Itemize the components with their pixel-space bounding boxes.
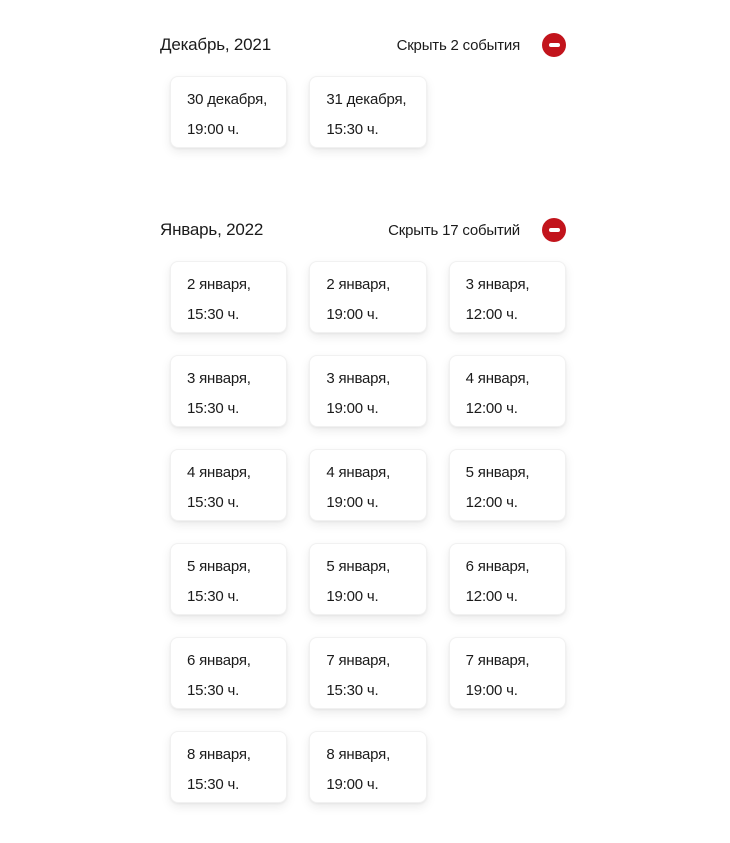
event-card[interactable]: 30 декабря, 19:00 ч. <box>170 76 288 148</box>
event-date: 6 января, <box>465 558 530 575</box>
event-date: 7 января, <box>326 652 391 669</box>
event-date: 8 января, <box>187 746 251 763</box>
event-date: 5 января, <box>326 558 391 575</box>
event-card[interactable]: 4 января, 12:00 ч. <box>448 355 566 427</box>
section-title: Декабрь, 2021 <box>160 35 271 54</box>
event-date: 3 января, <box>465 276 530 293</box>
event-time: 12:00 ч. <box>465 306 518 323</box>
event-time: 19:00 ч. <box>326 776 379 793</box>
event-card[interactable]: 2 января, 19:00 ч. <box>309 261 427 333</box>
hide-events-button[interactable] <box>542 218 566 242</box>
event-time: 15:30 ч. <box>326 682 379 699</box>
event-time: 15:30 ч. <box>187 588 240 605</box>
hide-events-label[interactable]: Скрыть 2 события <box>396 36 521 54</box>
section-header: Январь, 2022 Скрыть 17 событий <box>160 218 566 242</box>
event-card[interactable]: 3 января, 12:00 ч. <box>448 261 566 333</box>
event-card[interactable]: 3 января, 15:30 ч. <box>170 355 288 427</box>
event-date: 4 января, <box>326 464 391 481</box>
event-date: 4 января, <box>465 370 530 387</box>
event-card[interactable]: 4 января, 19:00 ч. <box>309 449 427 521</box>
event-card[interactable]: 6 января, 12:00 ч. <box>448 543 566 615</box>
event-date: 5 января, <box>465 464 530 481</box>
event-date: 8 января, <box>326 746 391 763</box>
event-time: 15:30 ч. <box>187 494 240 511</box>
section-header-actions: Скрыть 2 события <box>397 33 566 57</box>
event-date: 6 января, <box>187 652 251 669</box>
events-grid: 2 января, 15:30 ч. 2 января, 19:00 ч. 3 … <box>170 261 566 803</box>
event-card[interactable]: 5 января, 19:00 ч. <box>309 543 427 615</box>
event-time: 12:00 ч. <box>465 588 518 605</box>
month-section-december-2021: Декабрь, 2021 Скрыть 2 события 30 декабр… <box>160 33 566 148</box>
event-date: 3 января, <box>326 370 391 387</box>
event-time: 19:00 ч. <box>326 494 379 511</box>
events-page: Декабрь, 2021 Скрыть 2 события 30 декабр… <box>160 33 566 803</box>
event-card[interactable]: 7 января, 19:00 ч. <box>448 637 566 709</box>
event-card[interactable]: 5 января, 12:00 ч. <box>448 449 566 521</box>
event-date: 5 января, <box>187 558 251 575</box>
event-date: 4 января, <box>187 464 251 481</box>
minus-icon <box>548 43 560 47</box>
event-time: 19:00 ч. <box>326 400 379 417</box>
event-time: 15:30 ч. <box>187 400 240 417</box>
event-time: 19:00 ч. <box>187 121 240 138</box>
event-date: 7 января, <box>465 652 530 669</box>
event-time: 19:00 ч. <box>326 306 379 323</box>
hide-events-label[interactable]: Скрыть 17 событий <box>388 221 520 239</box>
event-time: 19:00 ч. <box>326 588 379 605</box>
event-time: 12:00 ч. <box>465 400 518 417</box>
event-date: 30 декабря, <box>187 91 268 108</box>
hide-events-button[interactable] <box>542 33 566 57</box>
event-date: 2 января, <box>187 276 251 293</box>
section-header: Декабрь, 2021 Скрыть 2 события <box>160 33 566 57</box>
event-card[interactable]: 2 января, 15:30 ч. <box>170 261 288 333</box>
event-time: 19:00 ч. <box>465 682 518 699</box>
event-time: 15:30 ч. <box>187 682 240 699</box>
event-date: 31 декабря, <box>326 91 407 108</box>
section-header-actions: Скрыть 17 событий <box>388 218 566 242</box>
event-time: 15:30 ч. <box>326 121 379 138</box>
event-card[interactable]: 31 декабря, 15:30 ч. <box>309 76 427 148</box>
event-card[interactable]: 8 января, 15:30 ч. <box>170 731 288 803</box>
event-card[interactable]: 4 января, 15:30 ч. <box>170 449 288 521</box>
event-date: 3 января, <box>187 370 251 387</box>
event-date: 2 января, <box>326 276 391 293</box>
minus-icon <box>548 228 560 232</box>
event-card[interactable]: 8 января, 19:00 ч. <box>309 731 427 803</box>
events-grid: 30 декабря, 19:00 ч. 31 декабря, 15:30 ч… <box>170 76 566 148</box>
event-time: 12:00 ч. <box>465 494 518 511</box>
event-card[interactable]: 6 января, 15:30 ч. <box>170 637 288 709</box>
event-card[interactable]: 5 января, 15:30 ч. <box>170 543 288 615</box>
event-time: 15:30 ч. <box>187 776 240 793</box>
month-section-january-2022: Январь, 2022 Скрыть 17 событий 2 января,… <box>160 218 566 803</box>
event-card[interactable]: 7 января, 15:30 ч. <box>309 637 427 709</box>
section-title: Январь, 2022 <box>160 220 264 239</box>
event-card[interactable]: 3 января, 19:00 ч. <box>309 355 427 427</box>
event-time: 15:30 ч. <box>187 306 240 323</box>
